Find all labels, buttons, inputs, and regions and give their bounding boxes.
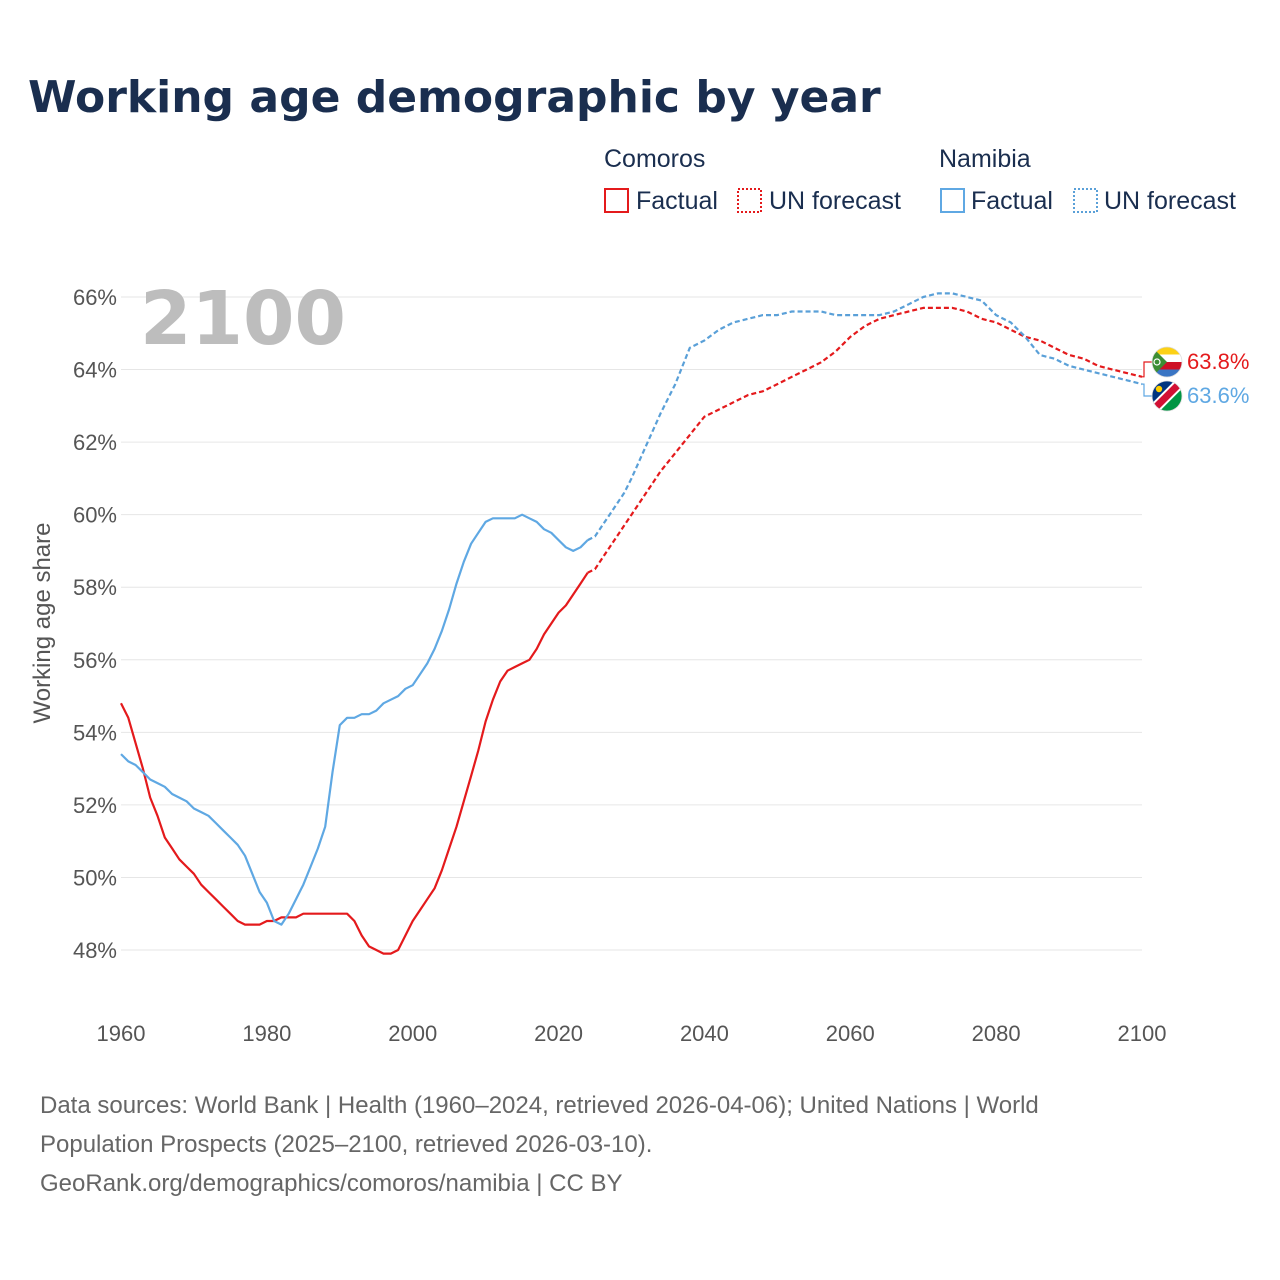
big-year-label: 2100	[140, 276, 346, 362]
x-axis-ticks: 1960 1980 2000 2020 2040 2060 2080 2100	[97, 1021, 1167, 1046]
series-lines	[120, 292, 1143, 955]
source-line-1: Data sources: World Bank | Health (1960–…	[40, 1092, 1039, 1119]
source-line-3: GeoRank.org/demographics/comoros/namibia…	[40, 1170, 623, 1197]
x-tick-label: 2080	[972, 1021, 1021, 1046]
x-tick-label: 1980	[242, 1021, 291, 1046]
legend-comoros-forecast-label: UN forecast	[769, 187, 901, 215]
x-tick-label: 2100	[1118, 1021, 1167, 1046]
legend-comoros-forecast-swatch	[737, 188, 762, 213]
namibia-factual-line	[120, 513, 589, 926]
legend-namibia-factual-swatch	[940, 188, 965, 213]
y-tick-label: 48%	[73, 938, 117, 963]
legend-namibia-forecast-swatch	[1073, 188, 1098, 213]
x-tick-label: 2040	[680, 1021, 729, 1046]
y-tick-label: 66%	[73, 285, 117, 310]
namibia-end-label: 63.6%	[1187, 383, 1249, 408]
y-tick-label: 50%	[73, 865, 117, 890]
source-line-2: Population Prospects (2025–2100, retriev…	[40, 1131, 652, 1158]
legend-namibia-title: Namibia	[939, 145, 1031, 173]
legend: Comoros Factual UN forecast Namibia Fact…	[604, 145, 1236, 215]
chart-title: Working age demographic by year	[28, 72, 881, 123]
namibia-flag-icon	[1151, 380, 1183, 412]
x-tick-label: 2060	[826, 1021, 875, 1046]
namibia-end-connector	[1142, 383, 1152, 397]
y-tick-label: 60%	[73, 503, 117, 528]
y-tick-label: 56%	[73, 648, 117, 673]
comoros-forecast-line	[587, 306, 1143, 574]
comoros-factual-line	[120, 572, 589, 955]
legend-comoros-factual-label: Factual	[636, 187, 718, 215]
x-tick-label: 2020	[534, 1021, 583, 1046]
end-markers: 63.8% 63.6%	[1142, 346, 1249, 412]
legend-comoros-title: Comoros	[604, 145, 705, 173]
comoros-end-connector	[1142, 361, 1152, 378]
y-tick-label: 64%	[73, 358, 117, 383]
y-axis-label: Working age share	[29, 523, 56, 724]
namibia-forecast-line	[587, 292, 1143, 542]
legend-namibia-factual-label: Factual	[971, 187, 1053, 215]
y-axis-ticks: 48% 50% 52% 54% 56% 58% 60% 62% 64% 66%	[73, 285, 117, 963]
comoros-end-label: 63.8%	[1187, 349, 1249, 374]
y-tick-label: 52%	[73, 793, 117, 818]
y-tick-label: 54%	[73, 720, 117, 745]
x-tick-label: 2000	[388, 1021, 437, 1046]
x-tick-label: 1960	[97, 1021, 146, 1046]
legend-namibia-forecast-label: UN forecast	[1104, 187, 1236, 215]
comoros-flag-icon	[1151, 346, 1183, 378]
legend-comoros-factual-swatch	[604, 188, 629, 213]
y-tick-label: 58%	[73, 575, 117, 600]
y-tick-label: 62%	[73, 430, 117, 455]
grid-lines	[121, 296, 1142, 951]
